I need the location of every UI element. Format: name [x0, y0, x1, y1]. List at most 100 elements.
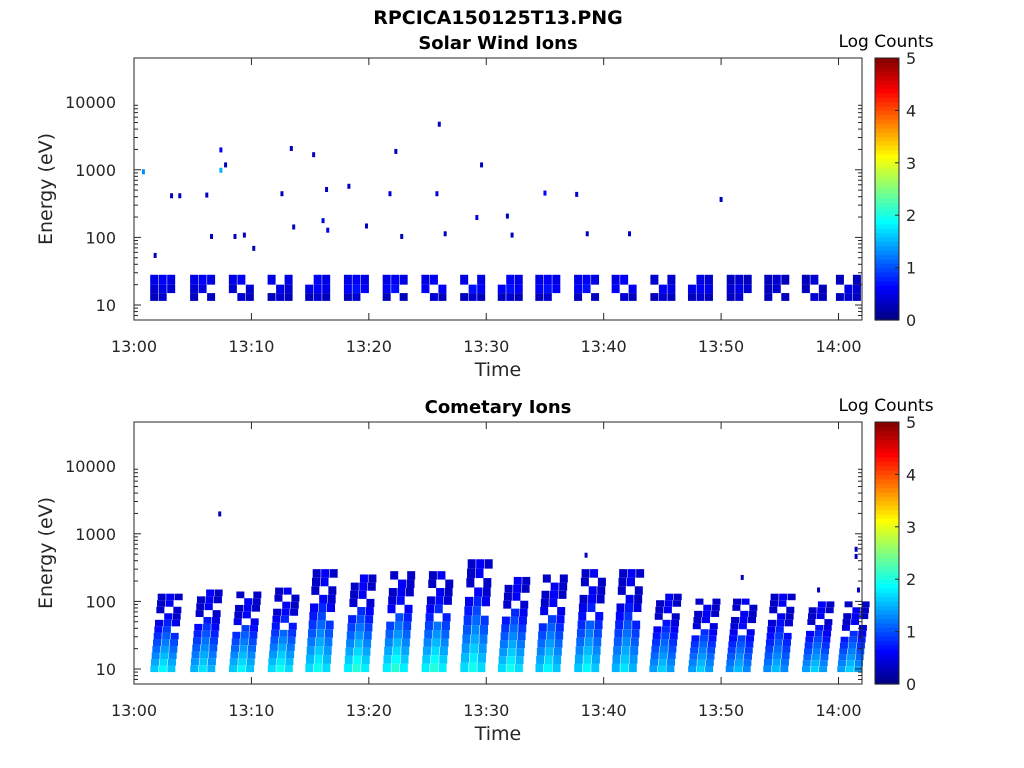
heatmap-cell: [314, 654, 323, 664]
heatmap-cell: [731, 616, 740, 624]
colorbar-segment: [875, 609, 899, 615]
heatmap-cell: [499, 648, 508, 657]
heatmap-cell: [702, 610, 711, 617]
heatmap-cell: [323, 646, 332, 655]
heatmap-cell: [592, 646, 601, 655]
heatmap-cell: [157, 600, 166, 607]
heatmap-cell: [574, 284, 583, 294]
heatmap-point: [854, 546, 858, 552]
heatmap-cell: [343, 293, 352, 301]
colorbar-segment: [875, 500, 899, 506]
heatmap-cell: [588, 594, 597, 604]
colorbar-segment: [875, 452, 899, 458]
heatmap-cell: [658, 284, 667, 294]
heatmap-cell: [476, 559, 485, 569]
heatmap-cell: [507, 656, 516, 665]
heatmap-cell: [816, 613, 825, 620]
heatmap-cell: [361, 655, 370, 664]
heatmap-cell: [272, 615, 281, 623]
heatmap-cell: [704, 274, 713, 285]
heatmap-cell: [385, 630, 394, 639]
heatmap-cell: [192, 644, 201, 652]
heatmap-cell: [308, 620, 317, 630]
colorbar-segment: [875, 285, 899, 291]
heatmap-cell: [313, 284, 322, 294]
heatmap-cell: [355, 631, 364, 640]
heatmap-cell: [158, 665, 167, 673]
heatmap-cell: [368, 574, 377, 583]
heatmap-cell: [237, 274, 246, 285]
heatmap-cell: [238, 651, 247, 659]
heatmap-cell: [344, 663, 353, 673]
heatmap-cell: [574, 663, 583, 673]
colorbar-segment: [875, 614, 899, 620]
heatmap-cell: [359, 574, 368, 583]
heatmap-cell: [248, 645, 257, 652]
heatmap-cell: [276, 658, 285, 666]
heatmap-cell: [840, 636, 849, 643]
heatmap-cell: [253, 591, 262, 599]
heatmap-cell: [725, 665, 734, 673]
heatmap-cell: [764, 652, 773, 660]
heatmap-cell: [321, 569, 330, 578]
colorbar-segment: [875, 119, 899, 125]
heatmap-point: [435, 191, 439, 197]
heatmap-point: [400, 233, 404, 239]
heatmap-cell: [421, 284, 430, 294]
heatmap-cell: [308, 629, 317, 638]
heatmap-cell: [597, 586, 606, 595]
heatmap-cell: [198, 665, 207, 673]
heatmap-cell: [611, 284, 620, 294]
heatmap-cell: [632, 620, 641, 630]
colorbar-segment: [875, 579, 899, 585]
heatmap-cell: [366, 598, 375, 608]
heatmap-cell: [578, 612, 587, 621]
y-tick-label: 10: [96, 660, 116, 679]
heatmap-cell: [405, 587, 414, 597]
heatmap-cell: [536, 647, 545, 656]
heatmap-cell: [322, 663, 331, 673]
heatmap-cell: [229, 665, 238, 673]
colorbar-segment: [875, 167, 899, 173]
heatmap-cell: [580, 577, 589, 587]
colorbar-segment: [875, 426, 899, 432]
heatmap-cell: [306, 646, 315, 655]
colorbar-segment: [875, 75, 899, 81]
colorbar-segment: [875, 101, 899, 107]
colorbar-segment: [875, 478, 899, 484]
heatmap-cell: [735, 653, 744, 660]
heatmap-cell: [778, 600, 787, 607]
heatmap-cell: [543, 663, 552, 673]
colorbar-segment: [875, 136, 899, 142]
heatmap-point: [575, 191, 579, 197]
heatmap-cell: [283, 587, 292, 595]
heatmap-cell: [190, 274, 199, 285]
colorbar-segment: [875, 223, 899, 229]
heatmap-cell: [574, 654, 583, 664]
heatmap-cell: [667, 652, 676, 660]
heatmap-cell: [817, 601, 826, 608]
x-tick-label: 13:30: [463, 701, 509, 720]
heatmap-cell: [391, 274, 400, 285]
heatmap-cell: [273, 608, 282, 616]
heatmap-cell: [696, 293, 705, 301]
heatmap-cell: [813, 636, 822, 643]
heatmap-cell: [582, 663, 591, 673]
heatmap-cell: [198, 284, 207, 294]
heatmap-cell: [769, 606, 778, 614]
colorbar-segment: [875, 553, 899, 558]
x-tick-label: 13:40: [581, 337, 627, 356]
heatmap-cell: [480, 615, 489, 626]
heatmap-point: [437, 121, 441, 127]
heatmap-cell: [311, 586, 320, 595]
heatmap-cell: [698, 647, 707, 654]
heatmap-cell: [322, 293, 331, 301]
heatmap-cell: [696, 274, 705, 285]
heatmap-cell: [382, 274, 391, 285]
heatmap-cell: [659, 652, 668, 660]
heatmap-cell: [775, 626, 784, 633]
heatmap-cell: [360, 284, 369, 294]
heatmap-cell: [584, 646, 593, 655]
heatmap-cell: [441, 630, 450, 639]
heatmap-cell: [549, 590, 558, 599]
